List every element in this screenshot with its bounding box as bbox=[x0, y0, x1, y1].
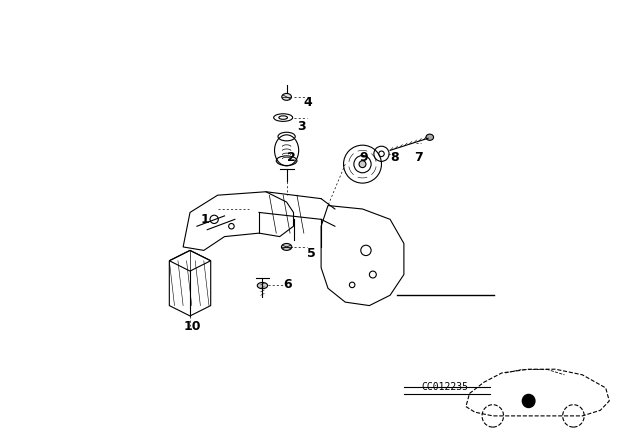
Text: 6: 6 bbox=[283, 278, 292, 291]
Circle shape bbox=[359, 161, 366, 168]
Ellipse shape bbox=[426, 134, 433, 140]
Text: CC012235: CC012235 bbox=[422, 382, 468, 392]
Ellipse shape bbox=[282, 243, 292, 250]
Text: 2: 2 bbox=[287, 151, 295, 164]
Text: 3: 3 bbox=[297, 120, 305, 133]
Text: 10: 10 bbox=[183, 320, 200, 333]
Text: 4: 4 bbox=[304, 95, 312, 108]
Circle shape bbox=[522, 394, 535, 408]
Text: 7: 7 bbox=[414, 151, 423, 164]
Ellipse shape bbox=[282, 94, 291, 100]
Text: 1: 1 bbox=[200, 213, 209, 226]
Text: 8: 8 bbox=[390, 151, 399, 164]
Ellipse shape bbox=[257, 283, 268, 289]
Text: 9: 9 bbox=[359, 151, 367, 164]
Text: 5: 5 bbox=[307, 247, 316, 260]
